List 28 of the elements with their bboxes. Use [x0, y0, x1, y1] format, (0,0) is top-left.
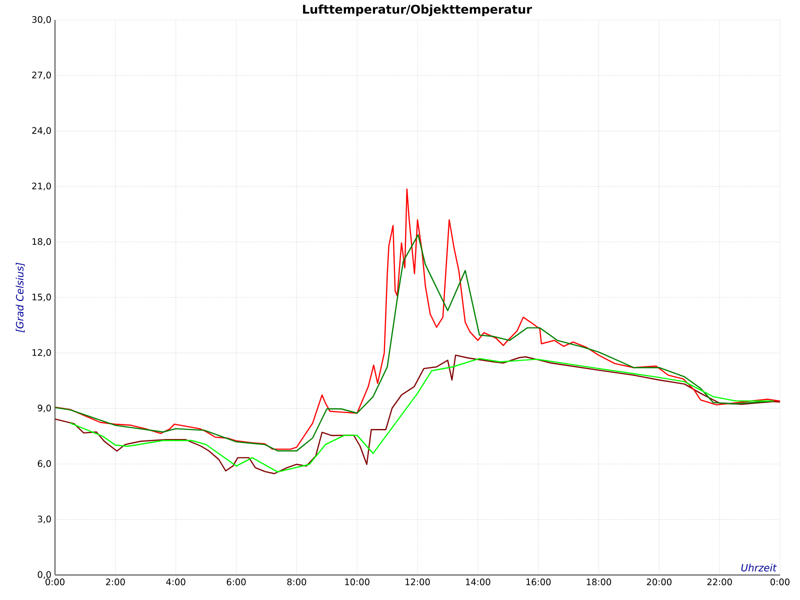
y-tick-label: 27,0 [32, 72, 51, 80]
y-axis-title: [Grad Celsius] [16, 262, 25, 332]
y-tick-label: 6,0 [38, 460, 51, 468]
y-tick-label: 12,0 [32, 349, 51, 357]
y-tick-label: 24,0 [32, 127, 51, 135]
x-tick-label: 2:00 [106, 578, 125, 586]
x-axis-title: Uhrzeit [741, 564, 777, 572]
x-tick-label: 8:00 [287, 578, 306, 586]
x-tick-label: 14:00 [466, 578, 490, 586]
y-tick-label: 3,0 [38, 516, 51, 524]
x-tick-label: 18:00 [586, 578, 612, 586]
x-tick-label: 0:00 [46, 578, 64, 586]
x-tick-label: 12:00 [406, 578, 430, 586]
x-tick-label: 10:00 [345, 578, 370, 586]
x-tick-label: 0:00 [770, 578, 790, 586]
x-tick-label: 22:00 [707, 578, 732, 586]
x-tick-label: 20:00 [646, 578, 672, 586]
y-tick-label: 9,0 [38, 404, 51, 412]
y-tick-label: 15,0 [32, 294, 51, 302]
line-series [54, 188, 781, 450]
x-tick-label: 6:00 [226, 578, 246, 586]
y-tick-label: 30,0 [32, 16, 51, 24]
x-tick-label: 16:00 [526, 578, 551, 586]
y-tick-label: 0,0 [38, 571, 51, 579]
chart-title: Lufttemperatur/Objekttemperatur [303, 4, 532, 16]
x-tick-label: 4:00 [166, 578, 186, 586]
y-tick-label: 21,0 [32, 182, 51, 190]
y-tick-label: 18,0 [32, 238, 51, 246]
